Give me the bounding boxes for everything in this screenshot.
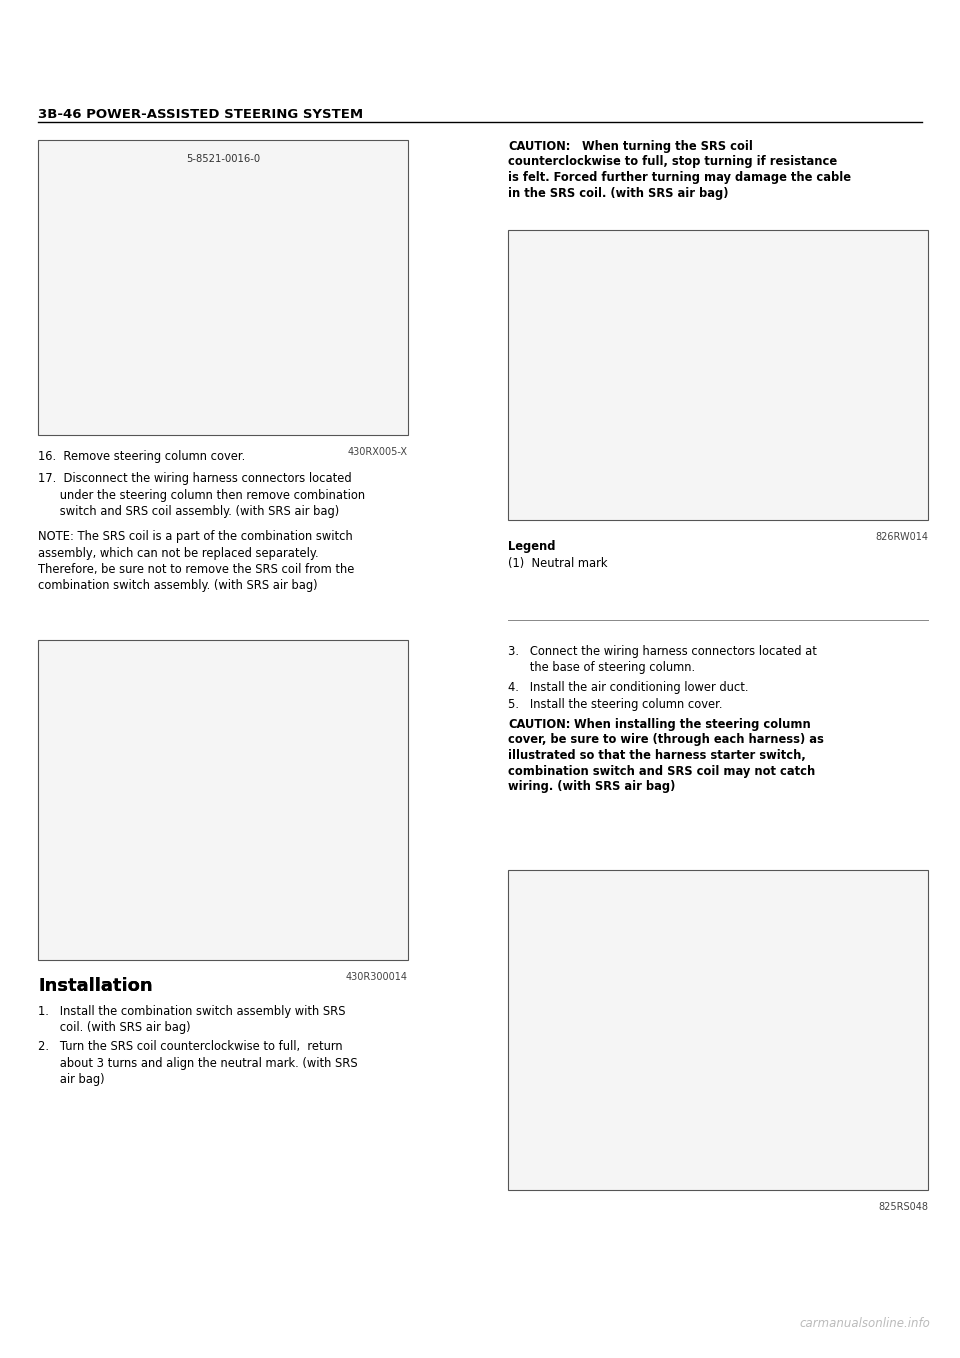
Text: 825RS048: 825RS048 [878,1202,928,1211]
Text: NOTE: The SRS coil is a part of the combination switch
assembly, which can not b: NOTE: The SRS coil is a part of the comb… [38,530,354,592]
Text: cover, be sure to wire (through each harness) as: cover, be sure to wire (through each har… [508,733,824,747]
Text: 2.   Turn the SRS coil counterclockwise to full,  return
      about 3 turns and: 2. Turn the SRS coil counterclockwise to… [38,1040,358,1086]
Text: 4.   Install the air conditioning lower duct.: 4. Install the air conditioning lower du… [508,680,749,694]
Text: When turning the SRS coil: When turning the SRS coil [566,140,753,153]
Text: 3.   Connect the wiring harness connectors located at
      the base of steering: 3. Connect the wiring harness connectors… [508,645,817,675]
Text: 1.   Install the combination switch assembly with SRS
      coil. (with SRS air : 1. Install the combination switch assemb… [38,1005,346,1035]
Bar [508,230,928,520]
Text: in the SRS coil. (with SRS air bag): in the SRS coil. (with SRS air bag) [508,186,729,200]
Text: Installation: Installation [38,976,153,995]
Bar [38,640,408,960]
Text: 430RX005-X: 430RX005-X [348,447,408,458]
Text: counterclockwise to full, stop turning if resistance: counterclockwise to full, stop turning i… [508,156,837,168]
Text: illustrated so that the harness starter switch,: illustrated so that the harness starter … [508,750,805,762]
Text: 5-8521-0016-0: 5-8521-0016-0 [186,153,260,164]
Text: Installation: Installation [38,976,153,995]
Text: is felt. Forced further turning may damage the cable: is felt. Forced further turning may dama… [508,171,851,183]
Bar [508,870,928,1190]
Text: combination switch and SRS coil may not catch: combination switch and SRS coil may not … [508,765,815,778]
Text: carmanualsonline.info: carmanualsonline.info [799,1317,930,1329]
Text: When installing the steering column: When installing the steering column [566,718,811,731]
Text: 826RW014: 826RW014 [875,532,928,542]
Text: CAUTION:: CAUTION: [508,718,570,731]
Bar [38,140,408,435]
Text: 430R300014: 430R300014 [346,972,408,982]
Text: 5.   Install the steering column cover.: 5. Install the steering column cover. [508,698,723,712]
Text: wiring. (with SRS air bag): wiring. (with SRS air bag) [508,779,676,793]
Text: Legend: Legend [508,540,556,553]
Text: (1)  Neutral mark: (1) Neutral mark [508,557,608,570]
Text: 17.  Disconnect the wiring harness connectors located
      under the steering c: 17. Disconnect the wiring harness connec… [38,473,365,517]
Text: 16.  Remove steering column cover.: 16. Remove steering column cover. [38,449,245,463]
Text: 3B-46 POWER-ASSISTED STEERING SYSTEM: 3B-46 POWER-ASSISTED STEERING SYSTEM [38,109,363,121]
Text: CAUTION:: CAUTION: [508,140,570,153]
